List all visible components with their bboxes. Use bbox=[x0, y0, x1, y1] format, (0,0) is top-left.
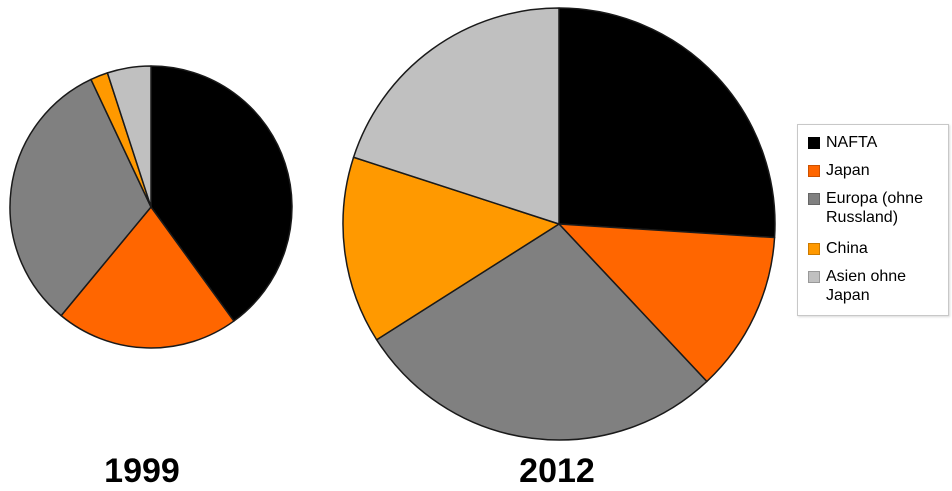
pie-slice-2012-china bbox=[342, 156, 560, 341]
pie-slice-2012-nafta bbox=[558, 7, 776, 239]
pie-2012 bbox=[342, 7, 776, 441]
year-label-1999: 1999 bbox=[104, 452, 180, 490]
legend-item-nafta: NAFTA bbox=[808, 133, 948, 152]
legend-label: China bbox=[826, 240, 868, 257]
pie-slice-1999-europa-ohne-russland bbox=[9, 78, 152, 317]
legend-label: Europa (ohne Russland) bbox=[826, 190, 923, 226]
pie-slice-2012-europa-ohne-russland bbox=[375, 223, 708, 441]
legend-item-japan: Japan bbox=[808, 161, 948, 180]
pie-slice-2012-japan bbox=[558, 223, 776, 383]
legend-swatch bbox=[808, 193, 820, 205]
legend-label: Japan bbox=[826, 162, 870, 179]
year-label-2012: 2012 bbox=[519, 452, 595, 490]
legend-swatch bbox=[808, 243, 820, 255]
legend-item-asien: Asien ohne Japan bbox=[808, 267, 948, 305]
pie-slice-2012-asien-ohne-japan bbox=[352, 7, 560, 225]
legend: NAFTA Japan Europa (ohne Russland) China… bbox=[797, 124, 949, 316]
pie-slice-1999-nafta bbox=[150, 65, 293, 322]
legend-label: Asien ohne Japan bbox=[826, 268, 907, 304]
legend-swatch bbox=[808, 271, 820, 283]
pie-slice-1999-japan bbox=[60, 206, 235, 349]
legend-swatch bbox=[808, 165, 820, 177]
legend-item-europa: Europa (ohne Russland) bbox=[808, 189, 948, 227]
pie-slice-1999-asien-ohne-japan bbox=[106, 65, 152, 208]
legend-label: NAFTA bbox=[826, 134, 878, 151]
legend-item-china: China bbox=[808, 239, 948, 258]
pie-1999 bbox=[9, 65, 293, 349]
legend-swatch bbox=[808, 137, 820, 149]
